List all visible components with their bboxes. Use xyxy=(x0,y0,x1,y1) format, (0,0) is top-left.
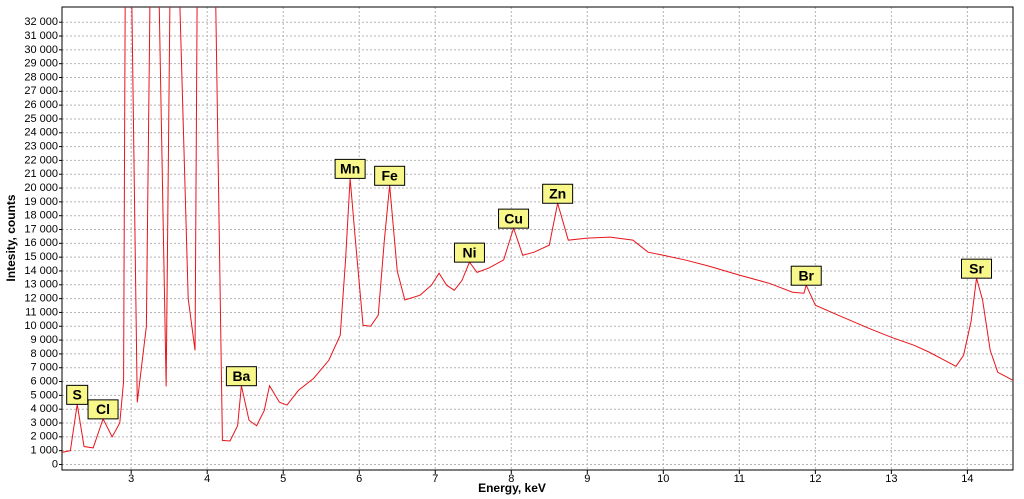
peak-label-box xyxy=(790,265,822,286)
peak-label: Fe xyxy=(381,167,398,183)
peak-label-box xyxy=(961,258,993,279)
x-tick-label: 3 xyxy=(128,473,134,485)
peak-label-box xyxy=(87,399,119,420)
y-tick-label: 9 000 xyxy=(30,334,58,346)
y-tick-label: 27 000 xyxy=(24,85,58,97)
y-tick-label: 14 000 xyxy=(24,265,58,277)
x-tick-label: 10 xyxy=(657,473,669,485)
y-tick-label: 6 000 xyxy=(30,375,58,387)
peak-label: Mn xyxy=(340,161,360,177)
peak-label: Sr xyxy=(969,260,984,276)
y-axis-title: Intesity, counts xyxy=(4,194,18,281)
plot-area xyxy=(62,7,1013,453)
peak-label-box xyxy=(66,384,89,405)
peak-label-box xyxy=(374,165,406,186)
y-tick-label: 19 000 xyxy=(24,196,58,208)
y-tick-label: 21 000 xyxy=(24,168,58,180)
peak-label: Ba xyxy=(232,368,250,384)
y-tick-label: 3 000 xyxy=(30,417,58,429)
y-tick-label: 28 000 xyxy=(24,71,58,83)
peak-label-box xyxy=(498,208,530,229)
peak-label: Zn xyxy=(549,185,566,201)
peak-label: S xyxy=(73,387,82,403)
y-tick-label: 29 000 xyxy=(24,58,58,70)
y-tick-label: 11 000 xyxy=(25,306,58,318)
x-tick-label: 7 xyxy=(432,473,438,485)
y-tick-label: 25 000 xyxy=(24,113,58,125)
peak-label-box xyxy=(334,158,366,179)
y-tick-label: 22 000 xyxy=(24,154,58,166)
y-tick-label: 1 000 xyxy=(30,445,58,457)
y-tick-label: 12 000 xyxy=(24,293,58,305)
peak-label: Cu xyxy=(504,210,523,226)
y-tick-label: 16 000 xyxy=(24,237,58,249)
spectrum-line xyxy=(62,7,1013,453)
x-tick-label: 14 xyxy=(961,473,973,485)
x-tick-label: 8 xyxy=(508,473,514,485)
y-tick-label: 31 000 xyxy=(24,30,58,42)
y-tick-label: 0 xyxy=(52,458,58,470)
y-tick-label: 15 000 xyxy=(24,251,58,263)
y-tick-label: 2 000 xyxy=(30,431,58,443)
y-tick-label: 10 000 xyxy=(24,320,58,332)
y-tick-label: 4 000 xyxy=(30,403,58,415)
y-tick-label: 24 000 xyxy=(24,127,58,139)
plot-frame xyxy=(61,6,1014,471)
peak-label: Cl xyxy=(96,401,110,417)
y-tick-label: 23 000 xyxy=(24,140,58,152)
x-tick-label: 12 xyxy=(809,473,821,485)
y-tick-label: 26 000 xyxy=(24,99,58,111)
peak-label: Br xyxy=(798,267,814,283)
y-tick-label: 7 000 xyxy=(30,362,58,374)
y-tick-label: 32 000 xyxy=(24,16,58,28)
y-tick-label: 20 000 xyxy=(24,182,58,194)
y-tick-label: 8 000 xyxy=(30,348,58,360)
peak-label: Ni xyxy=(462,244,476,260)
peak-label-box xyxy=(542,183,574,204)
y-tick-label: 13 000 xyxy=(24,279,58,291)
peak-label-box xyxy=(225,366,257,387)
y-tick-label: 18 000 xyxy=(24,210,58,222)
x-tick-label: 11 xyxy=(734,473,745,485)
y-tick-label: 17 000 xyxy=(24,223,58,235)
x-tick-label: 6 xyxy=(356,473,362,485)
x-tick-label: 5 xyxy=(280,473,286,485)
x-tick-label: 13 xyxy=(885,473,897,485)
y-tick-label: 5 000 xyxy=(30,389,58,401)
peak-label-box xyxy=(453,242,485,263)
y-tick-label: 30 000 xyxy=(24,44,58,56)
x-tick-label: 4 xyxy=(204,473,210,485)
x-tick-label: 9 xyxy=(584,473,590,485)
x-axis-title: Energy, keV xyxy=(478,481,546,495)
